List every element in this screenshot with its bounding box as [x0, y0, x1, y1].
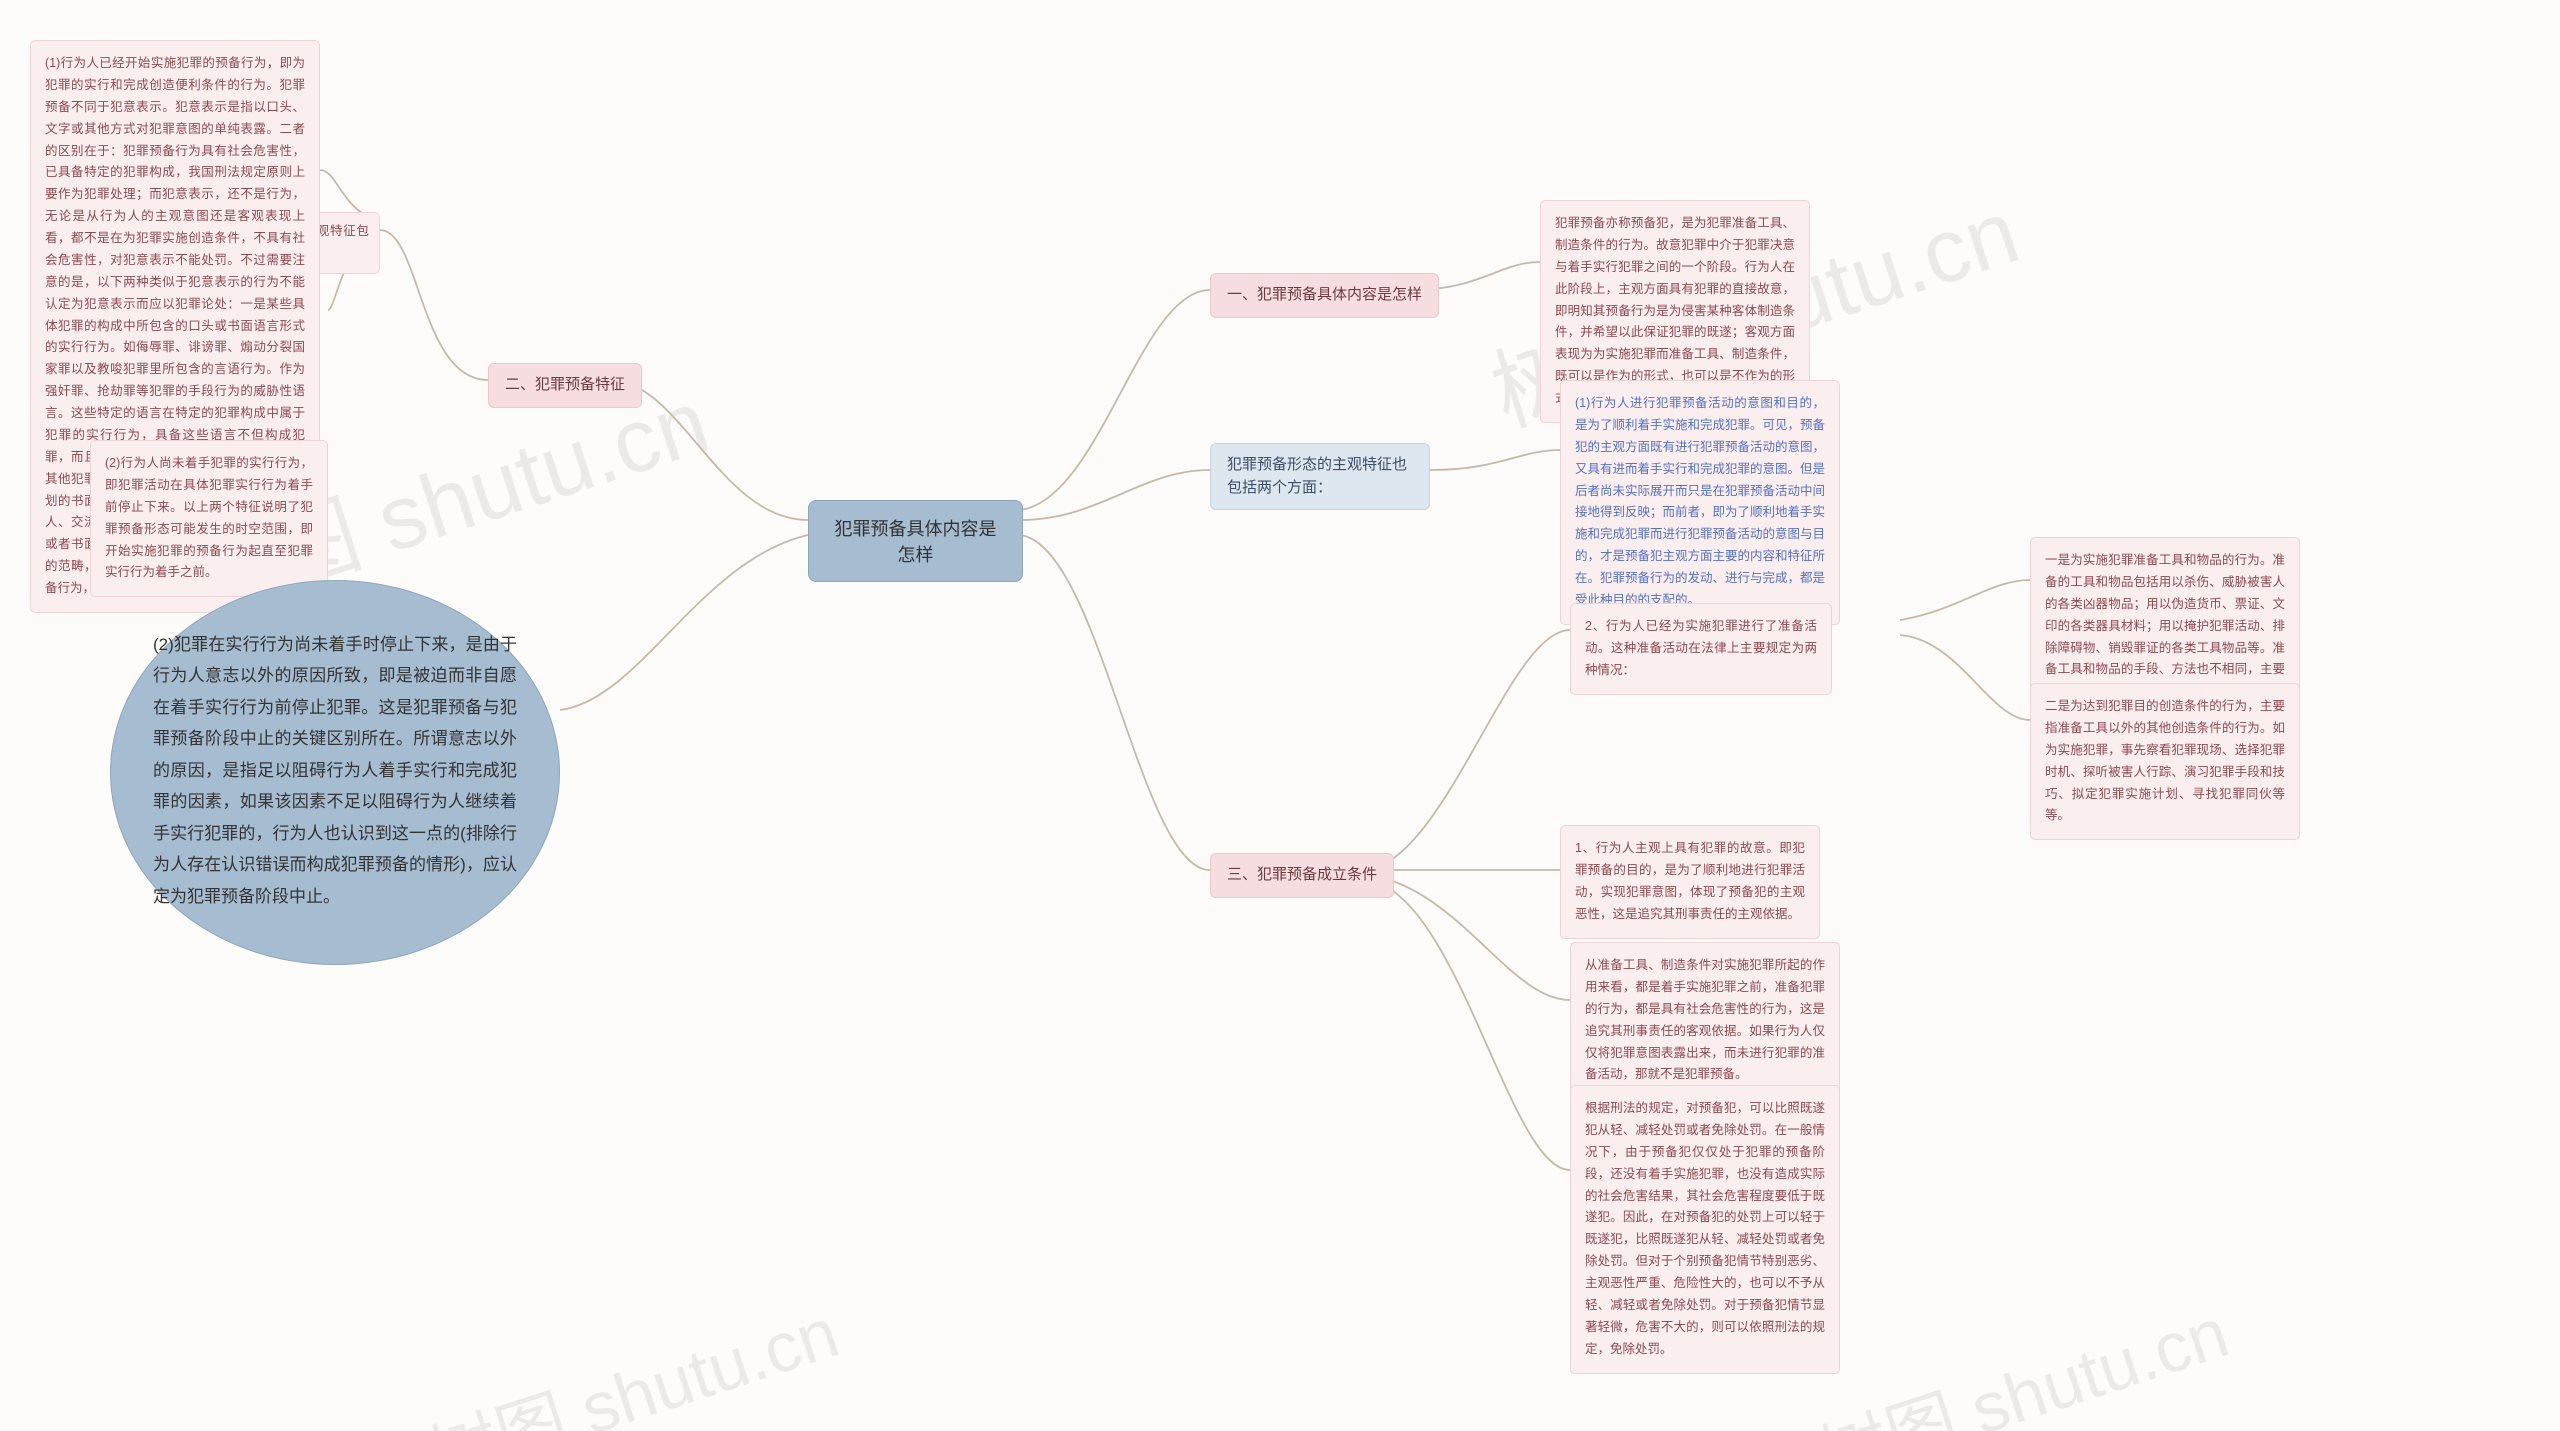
branch-3-item2: 2、行为人已经为实施犯罪进行了准备活动。这种准备活动在法律上主要规定为两种情况： — [1570, 603, 1832, 695]
big-ellipse-note: (2)犯罪在实行行为尚未着手时停止下来，是由于行为人意志以外的原因所致，即是被迫… — [110, 580, 560, 965]
branch-1-label[interactable]: 一、犯罪预备具体内容是怎样 — [1210, 273, 1439, 318]
branch-3-box4: 根据刑法的规定，对预备犯，可以比照既遂犯从轻、减轻处罚或者免除处罚。在一般情况下… — [1570, 1085, 1840, 1374]
watermark: 树图 shutu.cn — [415, 1277, 850, 1431]
branch-2-label[interactable]: 二、犯罪预备特征 — [488, 363, 642, 408]
branch-2-sub2-box: (1)行为人进行犯罪预备活动的意图和目的，是为了顺利着手实施和完成犯罪。可见，预… — [1560, 380, 1840, 625]
branch-3-box3: 从准备工具、制造条件对实施犯罪所起的作用来看，都是着手实施犯罪之前，准备犯罪的行… — [1570, 942, 1840, 1099]
branch-3-label[interactable]: 三、犯罪预备成立条件 — [1210, 853, 1394, 898]
branch-3-box2: 二是为达到犯罪目的创造条件的行为，主要指准备工具以外的其他创造条件的行为。如为实… — [2030, 683, 2300, 840]
root-node[interactable]: 犯罪预备具体内容是怎样 — [808, 500, 1023, 582]
branch-3-item1: 1、行为人主观上具有犯罪的故意。即犯罪预备的目的，是为了顺利地进行犯罪活动，实现… — [1560, 825, 1820, 939]
branch-2-sub2[interactable]: 犯罪预备形态的主观特征也包括两个方面： — [1210, 443, 1430, 510]
watermark: 树图 shutu.cn — [1805, 1277, 2240, 1431]
branch-2-box2: (2)行为人尚未着手犯罪的实行行为，即犯罪活动在具体犯罪实行行为着手前停止下来。… — [90, 440, 328, 597]
